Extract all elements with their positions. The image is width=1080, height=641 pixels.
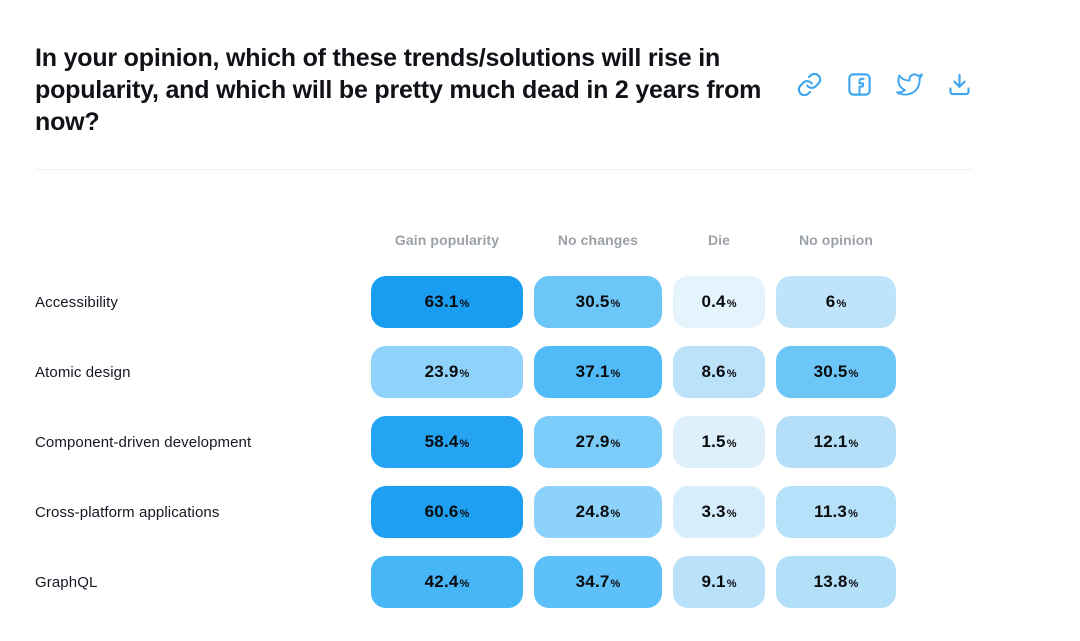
- heatmap-cell: 8.6%: [673, 346, 765, 398]
- download-icon: [946, 71, 973, 101]
- section-divider: [35, 169, 973, 170]
- column-header-no-changes: No changes: [557, 232, 639, 248]
- cell-value: 11.3: [814, 502, 848, 521]
- heatmap-cell: 34.7%: [534, 556, 662, 608]
- cell-value: 1.5: [701, 432, 726, 451]
- share-twitter-button[interactable]: [896, 72, 923, 99]
- facebook-icon: [846, 71, 873, 101]
- percent-sign: %: [610, 297, 621, 310]
- cell-value: 8.6: [701, 362, 726, 381]
- percent-sign: %: [726, 367, 737, 380]
- cell-value: 30.5: [575, 292, 610, 311]
- cell-value: 60.6: [424, 502, 459, 521]
- heatmap-cell: 24.8%: [534, 486, 662, 538]
- twitter-icon: [896, 71, 923, 101]
- cell-value: 37.1: [575, 362, 610, 381]
- cell-value: 23.9: [424, 362, 459, 381]
- heatmap-cell: 27.9%: [534, 416, 662, 468]
- survey-results-page: In your opinion, which of these trends/s…: [35, 42, 1045, 608]
- heatmap-cell: 9.1%: [673, 556, 765, 608]
- percent-sign: %: [726, 577, 737, 590]
- heatmap-cell: 30.5%: [776, 346, 896, 398]
- spacer: [35, 232, 360, 248]
- column-header-die: Die: [707, 232, 731, 248]
- cell-value: 24.8: [575, 502, 610, 521]
- cell-value: 27.9: [575, 432, 610, 451]
- percent-sign: %: [459, 577, 470, 590]
- heatmap-cell: 3.3%: [673, 486, 765, 538]
- column-header-no-opinion: No opinion: [798, 232, 874, 248]
- heatmap-cell: 12.1%: [776, 416, 896, 468]
- download-button[interactable]: [946, 72, 973, 99]
- percent-sign: %: [726, 437, 737, 450]
- percent-sign: %: [610, 577, 621, 590]
- percent-sign: %: [848, 507, 858, 520]
- heatmap-cell: 0.4%: [673, 276, 765, 328]
- percent-sign: %: [459, 367, 470, 380]
- cell-value: 6: [825, 292, 836, 311]
- heatmap-cell: 42.4%: [371, 556, 523, 608]
- percent-sign: %: [610, 367, 621, 380]
- cell-value: 42.4: [424, 572, 459, 591]
- percent-sign: %: [459, 297, 470, 310]
- percent-sign: %: [848, 577, 859, 590]
- heatmap-cell: 11.3%: [776, 486, 896, 538]
- question-title: In your opinion, which of these trends/s…: [35, 44, 762, 136]
- row-label-graphql: GraphQL: [35, 573, 98, 591]
- percent-sign: %: [836, 297, 847, 310]
- cell-value: 30.5: [813, 362, 848, 381]
- cell-value: 58.4: [424, 432, 459, 451]
- share-facebook-button[interactable]: [846, 72, 873, 99]
- cell-value: 0.4: [701, 292, 726, 311]
- cell-value: 12.1: [813, 432, 848, 451]
- heatmap-cell: 30.5%: [534, 276, 662, 328]
- percent-sign: %: [726, 297, 737, 310]
- heatmap-cell: 23.9%: [371, 346, 523, 398]
- cell-value: 63.1: [424, 292, 459, 311]
- percent-sign: %: [459, 437, 470, 450]
- heatmap-cell: 6%: [776, 276, 896, 328]
- percent-sign: %: [610, 507, 621, 520]
- row-label-component-driven-development: Component-driven development: [35, 433, 252, 451]
- percent-sign: %: [848, 437, 859, 450]
- heatmap-cell: 13.8%: [776, 556, 896, 608]
- row-label-cross-platform-applications: Cross-platform applications: [35, 503, 220, 521]
- matrix-column-headers: Gain popularity No changes Die No opinio…: [35, 232, 1045, 248]
- heatmap-cell: 60.6%: [371, 486, 523, 538]
- cell-value: 13.8: [813, 572, 848, 591]
- heatmap-cell: 63.1%: [371, 276, 523, 328]
- percent-sign: %: [610, 437, 621, 450]
- percent-sign: %: [726, 507, 737, 520]
- percent-sign: %: [459, 507, 470, 520]
- row-label-accessibility: Accessibility: [35, 293, 118, 311]
- percent-sign: %: [848, 367, 859, 380]
- heatmap-cell: 37.1%: [534, 346, 662, 398]
- column-header-gain-popularity: Gain popularity: [394, 232, 500, 248]
- link-icon: [796, 71, 823, 101]
- cell-value: 3.3: [701, 502, 726, 521]
- heatmap-cell: 1.5%: [673, 416, 765, 468]
- share-toolbar: [796, 72, 973, 99]
- heatmap-matrix: Accessibility 63.1% 30.5% 0.4% 6% Atomic…: [35, 276, 1045, 608]
- cell-value: 9.1: [701, 572, 726, 591]
- question-header: In your opinion, which of these trends/s…: [35, 42, 1045, 138]
- row-label-atomic-design: Atomic design: [35, 363, 131, 381]
- heatmap-cell: 58.4%: [371, 416, 523, 468]
- cell-value: 34.7: [575, 572, 610, 591]
- copy-link-button[interactable]: [796, 72, 823, 99]
